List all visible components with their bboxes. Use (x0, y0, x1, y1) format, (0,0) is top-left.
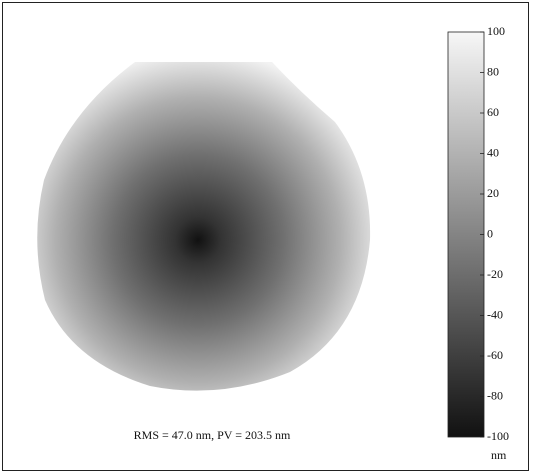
colorbar (447, 31, 485, 438)
colorbar-tick-label: -100 (487, 429, 509, 443)
colorbar-tick-label: 0 (487, 226, 493, 240)
colorbar-tick-label: -20 (487, 267, 503, 281)
colorbar-tick-label: 40 (487, 145, 499, 159)
colorbar-tick-label: 20 (487, 186, 499, 200)
colorbar-tick-label: 100 (487, 24, 505, 38)
colorbar-label: nm (491, 448, 507, 462)
colorbar-tick-label: 60 (487, 105, 499, 119)
colorbar-tick-label: -40 (487, 307, 503, 321)
surface-map (37, 62, 371, 391)
frame (2, 2, 529, 471)
colorbar-tick-label: 80 (487, 64, 499, 78)
colorbar-tick-label: -60 (487, 348, 503, 362)
colorbar-tick-label: -80 (487, 388, 503, 402)
annotation: RMS = 47.0 nm, PV = 203.5 nm (134, 428, 291, 442)
